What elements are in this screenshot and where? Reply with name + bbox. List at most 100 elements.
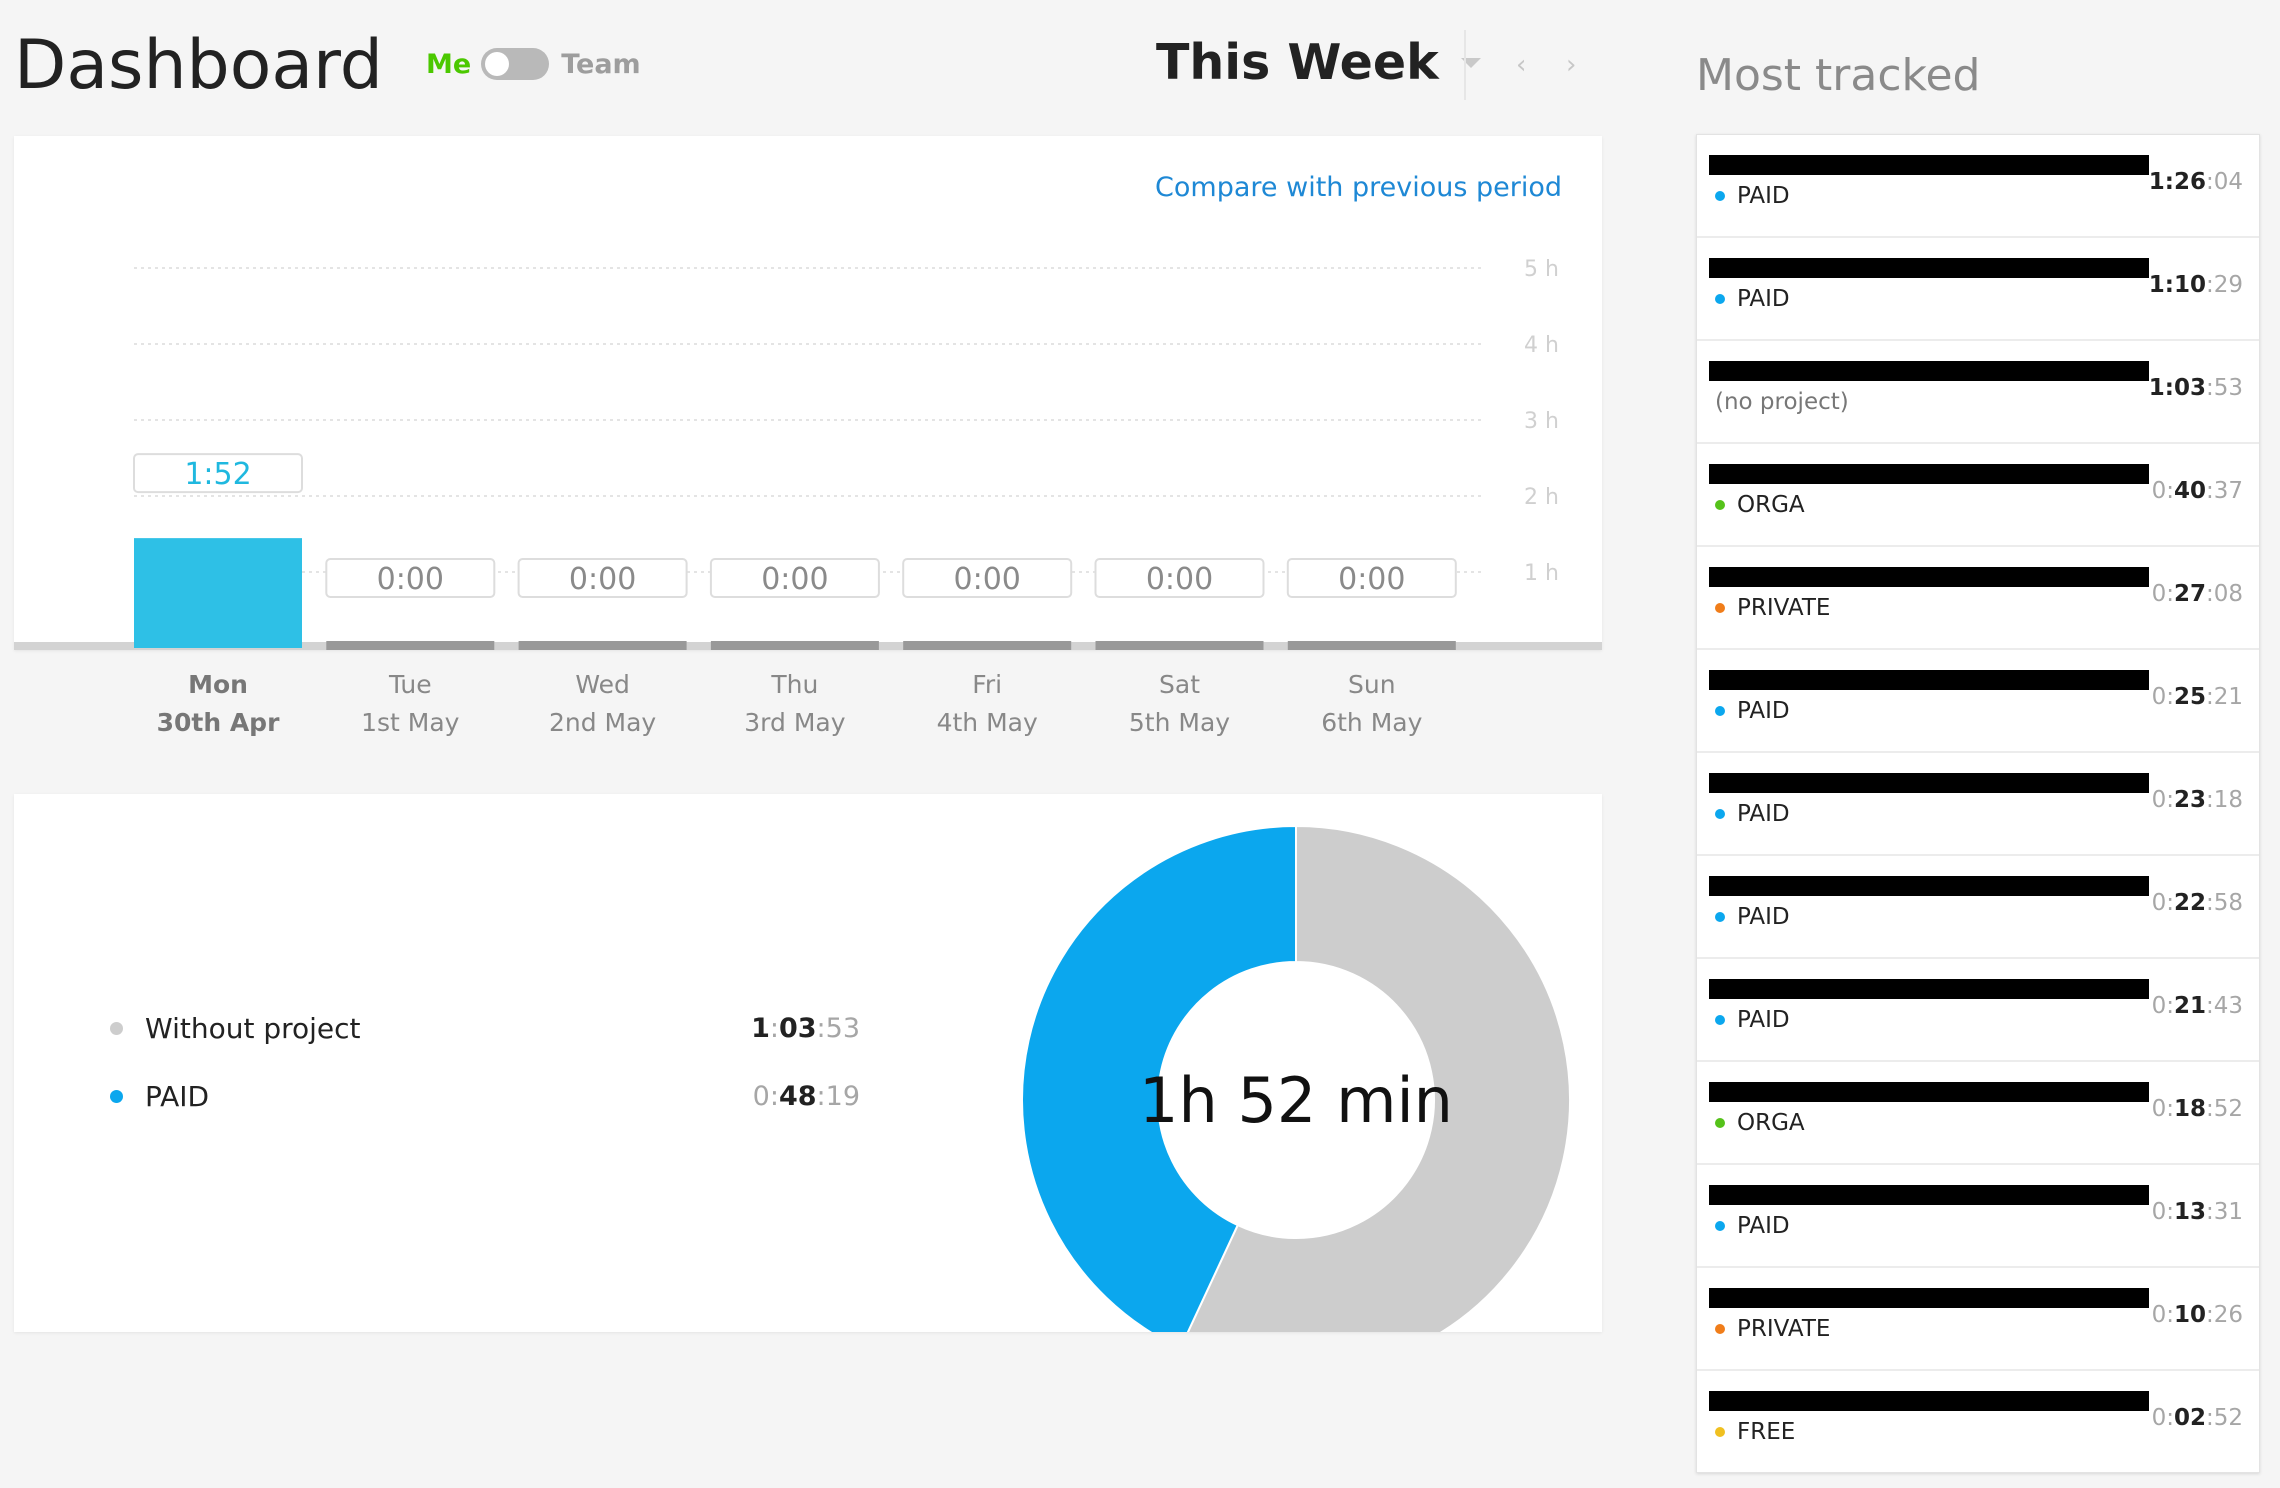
project-name: FREE (1737, 1419, 1796, 1445)
most-tracked-project: PRIVATE (1715, 1316, 1830, 1342)
redacted-entry-title (1709, 1185, 2149, 1205)
most-tracked-duration: 0:13:31 (2151, 1199, 2243, 1225)
bar-value-label: 0:00 (377, 562, 444, 597)
project-name: (no project) (1715, 389, 1849, 415)
day-bar[interactable] (1095, 641, 1264, 650)
most-tracked-item[interactable]: ORGA 0:18:52 (1697, 1062, 2259, 1165)
toggle-label-team[interactable]: Team (561, 48, 641, 80)
most-tracked-item[interactable]: PAID 0:25:21 (1697, 650, 2259, 753)
toggle-label-me[interactable]: Me (426, 48, 472, 80)
most-tracked-item[interactable]: PAID 0:22:58 (1697, 856, 2259, 959)
chevron-right-icon[interactable]: › (1566, 50, 1577, 80)
project-name: PAID (1737, 801, 1790, 827)
toggle-knob (485, 52, 510, 76)
project-name: PAID (1737, 1007, 1790, 1033)
redacted-entry-title (1709, 155, 2149, 175)
project-name: PAID (1737, 1213, 1790, 1239)
most-tracked-duration: 1:26:04 (2148, 169, 2243, 195)
most-tracked-project: FREE (1715, 1419, 1795, 1445)
most-tracked-item[interactable]: PAID 0:13:31 (1697, 1165, 2259, 1268)
most-tracked-item[interactable]: PAID 0:21:43 (1697, 959, 2259, 1062)
day-bar[interactable] (1287, 641, 1456, 650)
day-bar[interactable] (710, 641, 879, 650)
redacted-entry-title (1709, 361, 2149, 381)
project-dot (1715, 1118, 1725, 1128)
redacted-entry-title (1709, 876, 2149, 896)
day-bar[interactable] (518, 641, 687, 650)
most-tracked-item[interactable]: PAID 0:23:18 (1697, 753, 2259, 856)
redacted-entry-title (1709, 567, 2149, 587)
day-label: Thu 3rd May (710, 666, 880, 742)
most-tracked-item[interactable]: PRIVATE 0:27:08 (1697, 547, 2259, 650)
day-weekday: Mon (188, 670, 248, 699)
day-label: Sun 6th May (1287, 666, 1457, 742)
day-label: Tue 1st May (325, 666, 495, 742)
project-name: PAID (1737, 183, 1790, 209)
legend-name: Without project (145, 1011, 361, 1045)
day-weekday: Sun (1348, 670, 1396, 699)
project-name: PRIVATE (1737, 595, 1831, 621)
day-label: Fri 4th May (902, 666, 1072, 742)
toggle-switch[interactable] (481, 48, 550, 80)
day-date: 2nd May (548, 708, 657, 737)
chevron-left-icon[interactable]: ‹ (1516, 50, 1527, 80)
redacted-entry-title (1709, 773, 2149, 793)
me-team-toggle[interactable]: Me Team (426, 44, 641, 84)
donut-slice[interactable] (1180, 824, 1571, 1332)
bar-value-box (1286, 558, 1457, 598)
most-tracked-duration: 0:21:43 (2151, 993, 2243, 1019)
most-tracked-list: PAID 1:26:04 PAID 1:10:29 (no project) 1:03:5… (1696, 134, 2260, 1473)
project-dot (1715, 809, 1725, 819)
day-bar[interactable] (903, 641, 1072, 650)
most-tracked-project: PAID (1715, 801, 1790, 827)
bar-value-box (709, 558, 880, 598)
header-divider (1464, 30, 1466, 100)
most-tracked-project: PAID (1715, 1007, 1790, 1033)
project-dot (1715, 706, 1725, 716)
project-dot (1715, 500, 1725, 510)
y-tick-label: 1 h (1524, 561, 1559, 586)
project-name: ORGA (1737, 492, 1805, 518)
y-tick-label: 3 h (1524, 409, 1559, 434)
most-tracked-item[interactable]: (no project) 1:03:53 (1697, 341, 2259, 444)
most-tracked-project: ORGA (1715, 1110, 1805, 1136)
day-weekday: Tue (388, 670, 432, 699)
donut-slice[interactable] (1021, 824, 1297, 1332)
project-name: PRIVATE (1737, 1316, 1831, 1342)
most-tracked-item[interactable]: ORGA 0:40:37 (1697, 444, 2259, 547)
legend-dot (110, 1021, 123, 1035)
most-tracked-project: ORGA (1715, 492, 1805, 518)
most-tracked-item[interactable]: PAID 1:26:04 (1697, 135, 2259, 238)
project-name: PAID (1737, 698, 1790, 724)
caret-down-icon (1460, 57, 1481, 68)
bar-value-box (1094, 558, 1265, 598)
day-date: 4th May (936, 708, 1038, 737)
daily-bar-chart-card: Compare with previous period 1 h 2 h 3 h 4 … (14, 136, 1602, 650)
project-dot (1715, 603, 1725, 613)
legend-time: 0:48:19 (752, 1080, 860, 1112)
legend-row: PAID 0:48:19 (110, 1076, 860, 1116)
legend-row: Without project 1:03:53 (110, 1008, 860, 1048)
project-name: ORGA (1737, 1110, 1805, 1136)
project-name: PAID (1737, 286, 1790, 312)
project-dot (1715, 1015, 1725, 1025)
bar-value-label: 0:00 (954, 562, 1021, 597)
day-date: 5th May (1128, 708, 1231, 737)
most-tracked-item[interactable]: PAID 1:10:29 (1697, 238, 2259, 341)
most-tracked-duration: 0:10:26 (2151, 1302, 2243, 1328)
day-weekday: Thu (771, 670, 819, 699)
project-name: PAID (1737, 904, 1790, 930)
day-bar[interactable] (134, 538, 302, 648)
compare-previous-period-link[interactable]: Compare with previous period (1155, 172, 1562, 203)
most-tracked-item[interactable]: FREE 0:02:52 (1697, 1371, 2259, 1472)
redacted-entry-title (1709, 979, 2149, 999)
most-tracked-item[interactable]: PRIVATE 0:10:26 (1697, 1268, 2259, 1371)
period-dropdown[interactable]: This Week (1156, 34, 1481, 91)
most-tracked-duration: 1:03:53 (2148, 375, 2243, 401)
most-tracked-duration: 0:18:52 (2151, 1096, 2243, 1122)
redacted-entry-title (1709, 1288, 2149, 1308)
y-tick-label: 4 h (1524, 333, 1559, 358)
donut-total-label: 1h 52 min (1139, 1064, 1453, 1137)
day-label: Mon 30th Apr (133, 666, 303, 742)
day-bar[interactable] (326, 641, 495, 650)
